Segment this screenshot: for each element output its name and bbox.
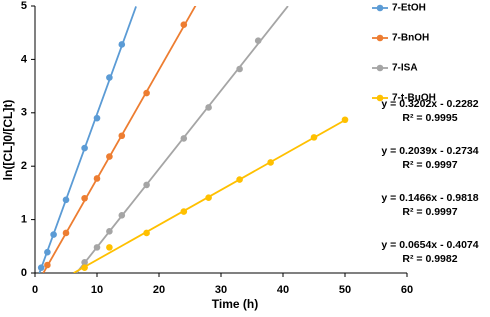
trendline-r2: R² = 0.9982 — [402, 253, 457, 265]
trendline — [38, 6, 137, 273]
data-point — [62, 196, 70, 204]
data-point — [106, 153, 113, 160]
data-point — [37, 264, 45, 271]
data-point — [180, 21, 188, 28]
legend-label: 7-ISA — [392, 63, 418, 74]
data-point — [118, 212, 126, 219]
data-point — [93, 114, 101, 122]
data-point — [180, 208, 188, 215]
x-tick-label: 30 — [215, 284, 227, 296]
data-point — [106, 244, 113, 251]
legend-label: 7-BnOH — [392, 33, 429, 44]
data-point — [143, 181, 150, 189]
trendline-r2: R² = 0.9995 — [402, 112, 457, 124]
data-point — [254, 37, 262, 45]
legend-marker — [376, 94, 384, 102]
legend-marker — [376, 34, 384, 42]
x-tick-label: 20 — [153, 284, 165, 296]
data-point — [93, 175, 101, 182]
data-point — [81, 144, 88, 152]
data-point — [205, 104, 212, 111]
data-point — [50, 231, 57, 238]
data-point — [205, 194, 212, 202]
data-point — [341, 116, 349, 124]
trendline-equation: y = 0.0654x - 0.4074 — [381, 239, 478, 251]
data-point — [267, 159, 274, 166]
x-tick-label: 0 — [32, 284, 38, 296]
data-point — [180, 135, 188, 142]
data-point — [106, 228, 113, 235]
x-tick-label: 50 — [339, 284, 351, 296]
x-tick-label: 10 — [91, 284, 103, 296]
trendline-equation: y = 0.1466x - 0.9818 — [381, 192, 478, 204]
y-tick-label: 5 — [21, 0, 27, 12]
data-point — [44, 261, 51, 269]
data-point — [143, 89, 150, 97]
trendline-equation: y = 0.2039x - 0.2734 — [381, 145, 478, 157]
y-tick-label: 2 — [21, 160, 27, 172]
data-point — [236, 176, 243, 183]
data-point — [93, 244, 101, 251]
trendline-r2: R² = 0.9997 — [402, 206, 457, 218]
data-point — [118, 41, 126, 48]
data-point — [81, 259, 88, 266]
y-tick-label: 1 — [21, 214, 27, 226]
data-point — [44, 248, 51, 256]
data-point — [310, 134, 318, 141]
x-tick-label: 40 — [277, 284, 289, 296]
legend-label: 7-EtOH — [392, 3, 426, 14]
legend-label: 7-t-BuOH — [392, 93, 436, 104]
y-axis-label: ln([CL]0/[CL]t) — [1, 100, 15, 181]
data-point — [81, 264, 88, 271]
trendline-r2: R² = 0.9997 — [402, 159, 457, 171]
x-axis-label: Time (h) — [212, 297, 258, 311]
data-point — [62, 229, 70, 237]
y-tick-label: 3 — [21, 107, 27, 119]
legend-marker — [376, 4, 384, 12]
x-tick-label: 60 — [401, 284, 413, 296]
data-point — [236, 65, 243, 73]
y-tick-label: 0 — [21, 267, 27, 279]
trendline-equation: y = 0.3202x - 0.2282 — [381, 98, 478, 110]
legend-marker — [376, 64, 384, 72]
data-point — [143, 229, 150, 237]
y-tick-label: 4 — [21, 53, 28, 65]
data-point — [106, 74, 113, 81]
data-point — [81, 194, 88, 202]
data-point — [118, 132, 126, 140]
trendline — [42, 6, 197, 273]
